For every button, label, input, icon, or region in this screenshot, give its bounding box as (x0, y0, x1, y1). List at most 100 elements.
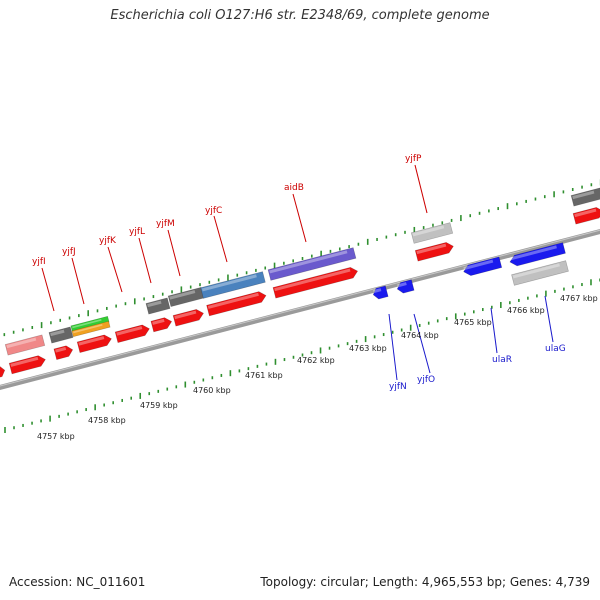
gene-box-steelblue-gloss (201, 274, 257, 292)
gene-callouts (41, 164, 554, 381)
gene-box-pink-gloss (6, 337, 37, 349)
map-title: Escherichia coli O127:H6 str. E2348/69, … (110, 8, 490, 23)
kbp-label: 4762 kbp (297, 356, 335, 365)
cds-reverse-arrow-gloss (373, 288, 382, 294)
kbp-label: 4758 kbp (88, 416, 126, 425)
cds-reverse-arrow (509, 242, 566, 267)
gene-box-purple (267, 247, 357, 281)
gene-box-gray-shape (48, 326, 74, 344)
callout-line-forward (71, 257, 85, 305)
gene-box-gray-gloss (169, 290, 196, 300)
gene-box-orange-shape (71, 320, 111, 338)
callout-line-forward (167, 229, 181, 277)
gene-label-yjfC: yjfC (205, 206, 222, 216)
gene-box-lightgray-shape (511, 260, 569, 286)
cds-arrow (114, 324, 150, 343)
cds-arrow-gloss (10, 356, 39, 367)
cds-arrow-shape (8, 355, 46, 375)
cds-arrow-shape (76, 334, 112, 353)
gene-box-gray-shape (570, 187, 600, 207)
gene-label-ulaR: ulaR (492, 355, 512, 365)
cds-arrow-shape (272, 267, 359, 299)
gene-box-gray (145, 297, 171, 315)
genome-backbone-highlight (0, 229, 600, 387)
gene-label-yjfK: yjfK (99, 236, 117, 246)
cds-arrow-gloss (152, 318, 165, 325)
gene-box-pink (4, 334, 46, 356)
genome-summary-text: Topology: circular; Length: 4,965,553 bp… (260, 575, 590, 589)
callout-line-forward (292, 193, 307, 243)
cds-arrow-shape (150, 317, 173, 333)
gene-box-pink-shape (4, 334, 46, 356)
gene-box-gray-gloss (147, 300, 162, 308)
kbp-label: 4764 kbp (401, 331, 439, 340)
gene-box-gray-gloss (50, 329, 65, 337)
cds-arrow (206, 291, 267, 317)
cds-arrow-shape (0, 365, 6, 380)
gene-label-yjfL: yjfL (129, 227, 145, 237)
gene-box-gray (167, 287, 205, 307)
cds-reverse-arrow-gloss (463, 259, 494, 271)
cds-arrow (76, 334, 112, 353)
gene-box-lightgray-gloss (512, 263, 560, 279)
cds-arrow-shape (206, 291, 267, 317)
lower-tick-track (4, 278, 600, 433)
gene-box-gray-gloss (572, 190, 595, 200)
gene-box-lightgray (511, 260, 569, 286)
feature-layer (0, 187, 600, 380)
callout-line-reverse (490, 307, 498, 354)
cds-reverse-arrow-gloss (509, 245, 557, 261)
cds-arrow (0, 365, 6, 380)
gene-box-orange-gloss (73, 324, 103, 334)
cds-arrow-shape (114, 324, 150, 343)
upper-tick-track (3, 179, 600, 337)
cds-arrow (8, 355, 46, 375)
gene-box-green-shape (70, 315, 110, 333)
gene-label-aidB: aidB (284, 183, 304, 193)
kbp-label: 4767 kbp (560, 294, 598, 303)
cds-arrow-gloss (274, 268, 351, 292)
gene-label-yjfM: yjfM (156, 219, 175, 229)
gene-label-yjfP: yjfP (405, 154, 422, 164)
gene-box-green (70, 315, 110, 333)
cds-arrow-shape (572, 207, 600, 225)
gene-box-purple-gloss (269, 250, 348, 274)
cds-reverse-arrow-gloss (397, 282, 407, 288)
gene-box-steelblue-shape (200, 271, 266, 299)
kbp-label: 4757 kbp (37, 432, 75, 441)
cds-arrow (53, 345, 74, 360)
callout-line-forward (41, 267, 55, 312)
callout-line-forward (107, 246, 123, 293)
cds-arrow (272, 267, 359, 299)
gene-box-lightgray-shape (410, 222, 454, 244)
cds-arrow-shape (414, 242, 454, 262)
genome-backbone (0, 229, 600, 390)
cds-reverse-arrow-shape (509, 242, 566, 267)
cds-reverse-arrow-shape (463, 256, 503, 276)
gene-box-purple-shape (267, 247, 357, 281)
kbp-label: 4766 kbp (507, 306, 545, 315)
gene-box-green-gloss (72, 319, 102, 329)
gene-box-orange (71, 320, 111, 338)
cds-reverse-arrow-shape (372, 285, 389, 300)
cds-arrow (414, 242, 454, 262)
cds-reverse-arrow-shape (396, 279, 415, 294)
gene-label-ulaG: ulaG (545, 344, 566, 354)
cds-arrow-gloss (116, 326, 143, 336)
callout-line-reverse (413, 313, 431, 374)
gene-box-gray-shape (145, 297, 171, 315)
cds-arrow-gloss (416, 243, 447, 255)
cds-arrow-gloss (55, 346, 67, 353)
cds-arrow-shape (53, 345, 74, 360)
accession-text: Accession: NC_011601 (9, 575, 146, 589)
callout-line-forward (213, 215, 228, 263)
cds-arrow-gloss (174, 310, 197, 320)
cds-arrow (572, 207, 600, 225)
callout-line-forward (138, 237, 152, 284)
gene-box-lightgray (410, 222, 454, 244)
gene-box-lightgray-gloss (412, 225, 445, 237)
gene-box-gray (48, 326, 74, 344)
kbp-label: 4759 kbp (140, 401, 178, 410)
kbp-label: 4765 kbp (454, 318, 492, 327)
